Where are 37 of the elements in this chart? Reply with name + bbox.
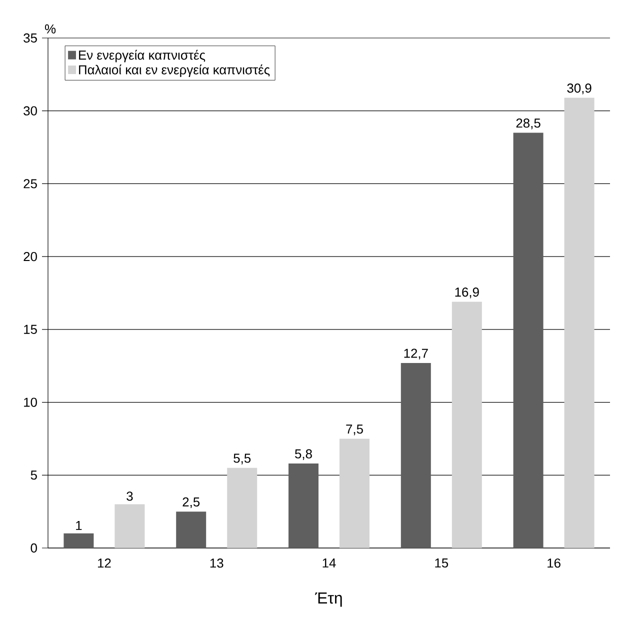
y-tick-label: 5 (30, 470, 37, 480)
y-tick-label: 10 (24, 398, 37, 407)
bar (513, 132, 544, 548)
data-label: 1 (76, 521, 82, 530)
data-label: 30,9 (567, 84, 592, 94)
data-label: 3 (126, 492, 133, 501)
bar (227, 468, 258, 548)
data-label: 7,5 (346, 424, 363, 436)
x-tick-label: 12 (98, 558, 111, 568)
bar (288, 463, 318, 548)
x-tick-label: 15 (435, 558, 448, 568)
y-tick-label: 30 (24, 106, 37, 116)
legend-label: Παλαιοί και εν ενεργεία καπνιστές (79, 64, 270, 77)
y-tick-label: 20 (24, 252, 37, 262)
bar (64, 533, 94, 548)
legend-label: Εν ενεργεία καπνιστές (79, 50, 206, 62)
data-label: 28,5 (516, 118, 540, 130)
data-label: 5,8 (295, 449, 312, 460)
x-tick-label: 13 (210, 558, 224, 568)
data-label: 5,5 (234, 454, 251, 464)
data-label: 2,5 (182, 497, 200, 508)
data-label: 16,9 (455, 288, 479, 298)
x-tick-label: 14 (322, 558, 336, 568)
x-tick-label: 16 (548, 558, 560, 568)
y-tick-label: 15 (24, 324, 37, 334)
y-tick-label: 0 (30, 543, 37, 553)
y-tick-label: 35 (24, 33, 37, 43)
y-axis-title: % (44, 24, 56, 34)
bar (340, 438, 370, 548)
data-label: 12,7 (404, 348, 428, 360)
bar (564, 98, 594, 548)
x-axis-title: Έτη (315, 592, 342, 607)
bar (400, 362, 431, 548)
bar (452, 302, 482, 548)
y-tick-label: 25 (24, 179, 37, 188)
bar (114, 504, 145, 548)
bar (176, 512, 206, 548)
